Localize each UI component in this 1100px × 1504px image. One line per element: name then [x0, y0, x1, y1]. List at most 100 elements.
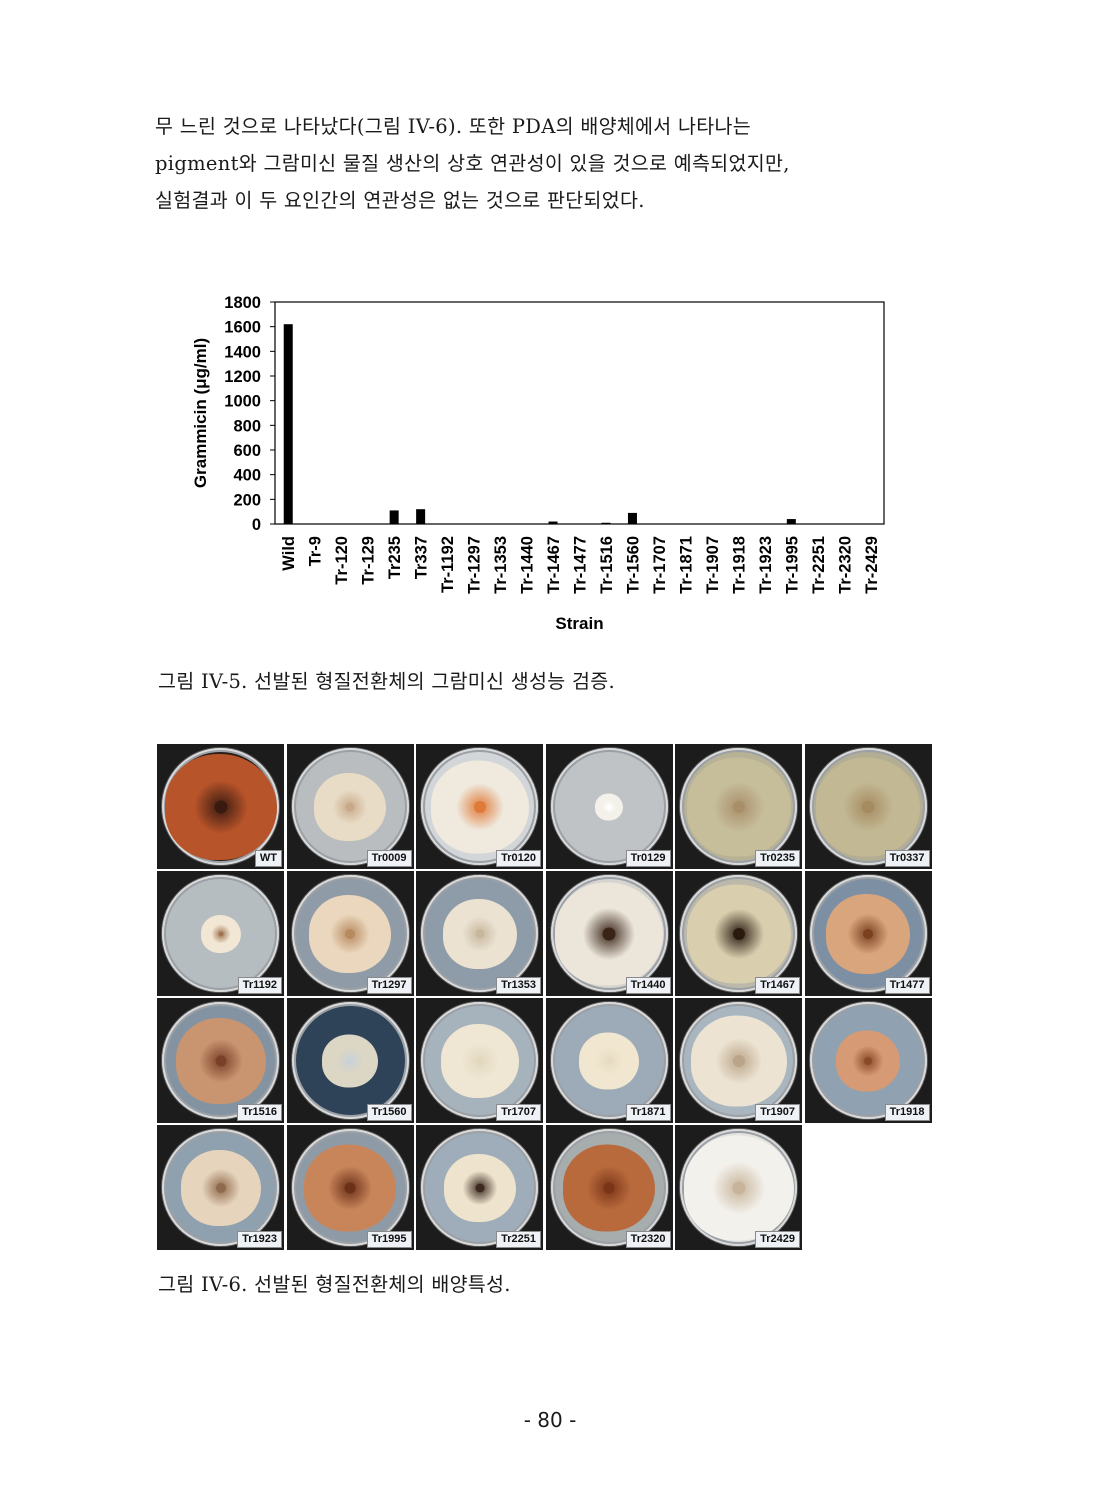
colony-center — [732, 1054, 745, 1067]
culture-plate-photo: Tr1918 — [804, 998, 932, 1123]
x-tick-label: Tr-1477 — [572, 536, 590, 594]
plate-strain-label: Tr1440 — [625, 977, 671, 994]
petri-dish — [162, 875, 279, 992]
y-tick-label: 600 — [233, 442, 261, 460]
petri-dish — [421, 748, 538, 865]
x-tick-label: Tr-2429 — [863, 536, 881, 594]
y-axis-title: Grammicin (μg/ml) — [191, 338, 210, 488]
bar — [389, 510, 399, 524]
x-tick-label: Tr-2320 — [836, 536, 854, 594]
plate-strain-label: Tr1192 — [237, 977, 282, 994]
colony-center — [215, 1055, 226, 1066]
petri-dish — [291, 1129, 409, 1246]
culture-plate-photo: WT — [157, 744, 284, 869]
body-line: 무 느린 것으로 나타났다(그림 IV-6). 또한 PDA의 배양체에서 나타… — [155, 115, 751, 138]
x-tick-label: Tr337 — [413, 536, 431, 579]
petri-dish — [162, 1129, 279, 1246]
body-line: pigment와 그람미신 물질 생산의 상호 연관성이 있을 것으로 예측되었… — [155, 152, 790, 175]
x-tick-label: Tr-1918 — [730, 536, 748, 594]
x-tick-label: Tr-1907 — [704, 536, 722, 594]
culture-plate-photo: Tr0009 — [286, 744, 414, 869]
culture-plate-photo: Tr0129 — [545, 744, 673, 869]
plate-strain-label: Tr0129 — [625, 850, 671, 867]
petri-dish — [809, 1002, 927, 1119]
x-tick-label: Tr-2251 — [810, 536, 828, 594]
colony-center — [218, 931, 223, 936]
plate-strain-label: Tr1918 — [884, 1104, 930, 1121]
colony-center — [602, 927, 616, 940]
petri-dish — [809, 748, 927, 865]
culture-plate-photo: Tr1707 — [416, 998, 543, 1123]
plate-strain-label: Tr1707 — [496, 1104, 541, 1121]
culture-plate-photo: Tr1467 — [675, 871, 802, 996]
colony-center — [606, 804, 612, 809]
colony-center — [346, 1057, 354, 1064]
grammicin-bar-chart: 0 200 400 600 800 1000 1200 1400 1600 1800 Wild Tr-… — [191, 294, 885, 633]
petri-dish — [421, 1002, 538, 1119]
culture-plate-photo: Tr0337 — [804, 744, 932, 869]
bar — [786, 519, 796, 524]
x-tick-label: Tr-1871 — [677, 536, 695, 594]
plate-strain-label: WT — [254, 850, 282, 867]
culture-plate-photo: Tr1192 — [157, 871, 284, 996]
culture-plate-photo: Tr2429 — [675, 1125, 802, 1250]
culture-plate-photo: Tr0235 — [675, 744, 802, 869]
x-tick-label: Tr-1923 — [757, 536, 775, 594]
petri-dish — [680, 1129, 797, 1246]
y-tick-label: 400 — [233, 467, 261, 485]
plate-strain-label: Tr2429 — [755, 1231, 800, 1248]
colony-center — [345, 928, 355, 939]
colony-center — [475, 1056, 484, 1065]
plate-strain-label: Tr0235 — [755, 850, 800, 867]
culture-plate-photo: Tr1297 — [286, 871, 414, 996]
colony-center — [732, 1181, 745, 1194]
petri-dish — [291, 748, 409, 865]
x-tick-label: Tr-1192 — [439, 536, 457, 593]
petri-dish — [680, 875, 797, 992]
x-tick-label: Tr-1297 — [466, 536, 484, 594]
plate-strain-label: Tr2320 — [625, 1231, 671, 1248]
y-tick-label: 0 — [252, 516, 261, 534]
petri-dish — [550, 1129, 668, 1246]
colony-center — [475, 929, 484, 938]
y-tick-label: 1400 — [224, 343, 261, 361]
bar — [601, 522, 611, 524]
petri-dish — [291, 875, 409, 992]
culture-plate-photo: Tr1907 — [675, 998, 802, 1123]
y-tick-label: 1200 — [224, 368, 261, 386]
colony-center — [345, 802, 355, 811]
plate-strain-label: Tr0009 — [366, 850, 412, 867]
culture-plate-photo: Tr2320 — [545, 1125, 673, 1250]
plate-strain-label: Tr1907 — [755, 1104, 800, 1121]
plate-strain-label: Tr1995 — [366, 1231, 412, 1248]
culture-plate-photo: Tr1353 — [416, 871, 543, 996]
figure-5-caption: 그림 IV-5. 선발된 형질전환체의 그람미신 생성능 검증. — [158, 670, 615, 693]
plate-strain-label: Tr1297 — [366, 977, 412, 994]
culture-plate-photo: Tr1923 — [157, 1125, 284, 1250]
plate-strain-label: Tr1871 — [625, 1104, 671, 1121]
colony-center — [603, 1182, 615, 1193]
x-tick-label: Tr-129 — [360, 536, 378, 585]
colony-center — [862, 800, 874, 813]
y-tick-label: 800 — [233, 417, 261, 435]
culture-plate-photo: Tr2251 — [416, 1125, 543, 1250]
culture-plate-photo: Tr1871 — [545, 998, 673, 1123]
culture-plate-photo: Tr1516 — [157, 998, 284, 1123]
x-tick-label: Tr-1467 — [545, 536, 563, 594]
petri-dish — [550, 875, 668, 992]
x-tick-label: Tr-120 — [333, 536, 351, 585]
x-tick-label: Tr-1707 — [651, 536, 669, 594]
plate-strain-label: Tr1560 — [366, 1104, 412, 1121]
plate-strain-label: Tr1923 — [237, 1231, 282, 1248]
bar — [548, 521, 558, 524]
body-line: 실험결과 이 두 요인간의 연관성은 없는 것으로 판단되었다. — [155, 189, 645, 212]
bar — [627, 512, 637, 524]
y-tick-label: 200 — [233, 491, 261, 509]
x-tick-label: Wild — [280, 536, 298, 571]
x-tick-label: Tr235 — [386, 536, 404, 579]
x-axis-title: Strain — [555, 614, 603, 633]
petri-dish — [421, 1129, 538, 1246]
petri-dish — [421, 875, 538, 992]
petri-dish — [291, 1002, 409, 1119]
colony-center — [732, 800, 745, 813]
